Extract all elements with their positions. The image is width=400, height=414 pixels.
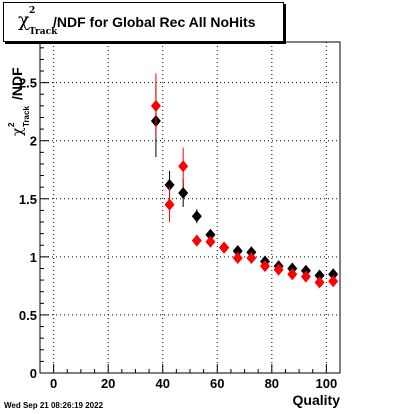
data-point: [205, 235, 216, 248]
title-box: χ 2 Track /NDF for Global Rec All NoHits: [3, 2, 284, 42]
axis-ticks: [39, 47, 341, 374]
data-point: [273, 263, 284, 276]
title-text: /NDF for Global Rec All NoHits: [53, 14, 256, 30]
data-point: [191, 234, 202, 247]
axis-titles: Quality χ2 Track/NDF: [7, 67, 340, 408]
title-superscript: 2: [29, 6, 36, 16]
y-axis-title: χ2 Track/NDF: [7, 67, 31, 136]
data-point: [300, 270, 311, 283]
data-point: [219, 241, 230, 254]
y-tick-label: 1.5: [19, 192, 37, 207]
y-tick-label: 1: [30, 250, 37, 265]
data-point: [260, 260, 270, 273]
data-point: [164, 178, 175, 191]
data-point: [328, 268, 339, 281]
data-point: [164, 198, 175, 211]
y-title-superscript: 2: [7, 122, 16, 127]
timestamp: Wed Sep 21 08:26:19 2022: [4, 401, 104, 410]
y-title-chi-symbol: χ: [10, 127, 26, 136]
x-axis-title: Quality: [293, 392, 341, 408]
x-tick-label: 80: [265, 376, 279, 391]
data-point: [328, 275, 339, 288]
x-tick-label: 60: [210, 376, 224, 391]
data-point: [178, 160, 189, 173]
x-tick-label: 20: [101, 376, 115, 391]
data-point: [314, 269, 325, 282]
title-subscript: Track: [29, 27, 58, 37]
data-point: [246, 252, 257, 265]
data-point: [287, 268, 298, 281]
data-point: [232, 252, 243, 265]
y-tick-label: 2.5: [19, 76, 37, 91]
x-tick-label: 0: [50, 376, 57, 391]
y-title-text: /NDF: [9, 67, 25, 100]
y-tick-label: 2: [30, 134, 37, 149]
y-title-subscript: Track: [22, 106, 31, 127]
y-tick-label: 0: [30, 366, 37, 381]
data-point: [191, 210, 202, 223]
x-tick-label: 40: [155, 376, 169, 391]
grid-lines: [40, 42, 340, 374]
data-series: [150, 73, 339, 289]
x-tick-label: 100: [316, 376, 338, 391]
title-chi-symbol: χ: [18, 9, 30, 31]
plot-frame: [39, 41, 341, 374]
series-0: [150, 84, 339, 282]
data-point: [314, 276, 325, 289]
y-tick-label: 0.5: [19, 308, 37, 323]
data-point: [232, 245, 243, 258]
data-point: [178, 186, 189, 199]
series-1: [150, 73, 339, 289]
data-point: [150, 99, 161, 112]
data-point: [205, 228, 216, 241]
tick-labels: 0 20 40 60 80 100 0 0.5 1 1.5 2 2.5: [19, 76, 337, 391]
